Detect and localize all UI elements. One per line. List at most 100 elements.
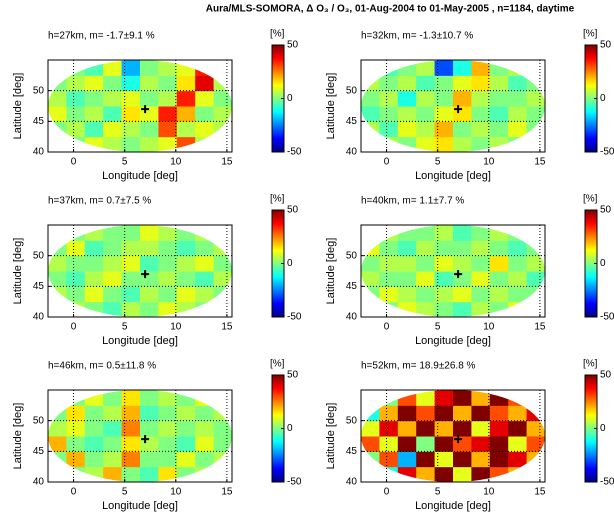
y-tick-label: 40 [33, 477, 45, 488]
heat-cell [84, 390, 104, 406]
heat-cell [121, 271, 141, 287]
plot-frame [360, 59, 546, 153]
heat-cell [397, 225, 417, 241]
heat-cell [140, 90, 159, 107]
heat-cell [103, 60, 123, 76]
heat-cell [379, 271, 399, 287]
heat-cell [379, 436, 399, 452]
heat-cell [84, 405, 104, 422]
heat-cell [84, 106, 104, 122]
heat-cell [526, 90, 545, 107]
heat-cell [121, 255, 141, 272]
heat-cell [361, 225, 380, 241]
heat-cell [416, 451, 436, 468]
x-tick-label: 15 [534, 157, 546, 168]
heat-cell [453, 405, 472, 422]
heat-cell [103, 136, 123, 152]
site-marker [454, 270, 463, 279]
x-tick-label: 10 [483, 322, 495, 333]
heat-cell [66, 466, 86, 482]
heat-cell [140, 301, 159, 317]
heat-cell [434, 405, 454, 422]
heat-cell [526, 301, 545, 317]
heat-cell [48, 405, 67, 422]
heat-cell [434, 136, 454, 152]
heat-cell [453, 286, 472, 303]
map [48, 225, 232, 317]
heat-cell [121, 451, 141, 468]
heat-cell [361, 136, 380, 152]
heat-cell [66, 75, 86, 92]
heat-cell [526, 420, 545, 437]
heat-cell [397, 60, 417, 76]
heat-cell [508, 420, 528, 437]
heat-cell [397, 451, 417, 468]
x-axis-label: Longitude [deg] [415, 170, 491, 182]
heat-cell [489, 121, 509, 138]
heat-cell [397, 405, 417, 422]
site-marker [141, 435, 150, 444]
colorbar-tick-label: -50 [287, 312, 302, 323]
heat-cell [103, 451, 123, 468]
heat-cell [48, 286, 67, 303]
heat-cell [397, 240, 417, 257]
site-marker [141, 105, 150, 114]
heat-cell [526, 271, 545, 287]
map [361, 225, 545, 317]
y-tick-label: 45 [33, 281, 45, 292]
heat-cell [66, 271, 86, 287]
heat-cell [379, 240, 399, 257]
heat-cell [176, 60, 196, 76]
heat-cell [66, 301, 86, 317]
heat-cell [158, 136, 178, 152]
heat-cell [471, 255, 491, 272]
x-tick-label: 5 [435, 322, 441, 333]
heat-cell [140, 75, 159, 92]
heat-cell [379, 136, 399, 152]
heat-cell [526, 136, 545, 152]
heat-cell [48, 271, 67, 287]
heat-cell [121, 466, 141, 482]
heat-cell [103, 121, 123, 138]
heat-cell [103, 301, 123, 317]
y-tick-label: 45 [33, 116, 45, 127]
heat-cell [176, 436, 196, 452]
colorbar-label: [%] [270, 194, 285, 205]
heat-cell [416, 301, 436, 317]
heat-cell [84, 75, 104, 92]
colorbar-tick-label: 50 [600, 205, 612, 216]
heat-cell [121, 106, 141, 122]
heat-cell [453, 225, 472, 241]
heat-cell [140, 420, 159, 437]
heat-cell [84, 286, 104, 303]
x-tick-label: 15 [221, 157, 233, 168]
x-tick-label: 5 [122, 322, 128, 333]
heat-cell [489, 390, 509, 406]
map [361, 60, 545, 152]
heat-cell [471, 466, 491, 482]
heat-cell [176, 271, 196, 287]
heat-cell [84, 136, 104, 152]
heat-cell [361, 271, 380, 287]
heat-cell [379, 390, 399, 406]
y-tick-label: 40 [33, 312, 45, 323]
x-tick-label: 5 [122, 157, 128, 168]
heat-cell [158, 255, 178, 272]
heat-cell [140, 390, 159, 406]
heat-cell [379, 405, 399, 422]
heat-cell [379, 466, 399, 482]
heat-cell [361, 106, 380, 122]
heat-cell [489, 136, 509, 152]
heat-cell [489, 240, 509, 257]
heat-cell [397, 420, 417, 437]
heat-cell [416, 136, 436, 152]
heat-cell [176, 286, 196, 303]
site-marker [454, 435, 463, 444]
heat-cell [416, 75, 436, 92]
colorbar-tick-label: 0 [600, 258, 606, 269]
heat-cell [140, 136, 159, 152]
heat-cell [489, 451, 509, 468]
map [48, 60, 232, 152]
heat-cell [471, 121, 491, 138]
heat-cell [471, 390, 491, 406]
